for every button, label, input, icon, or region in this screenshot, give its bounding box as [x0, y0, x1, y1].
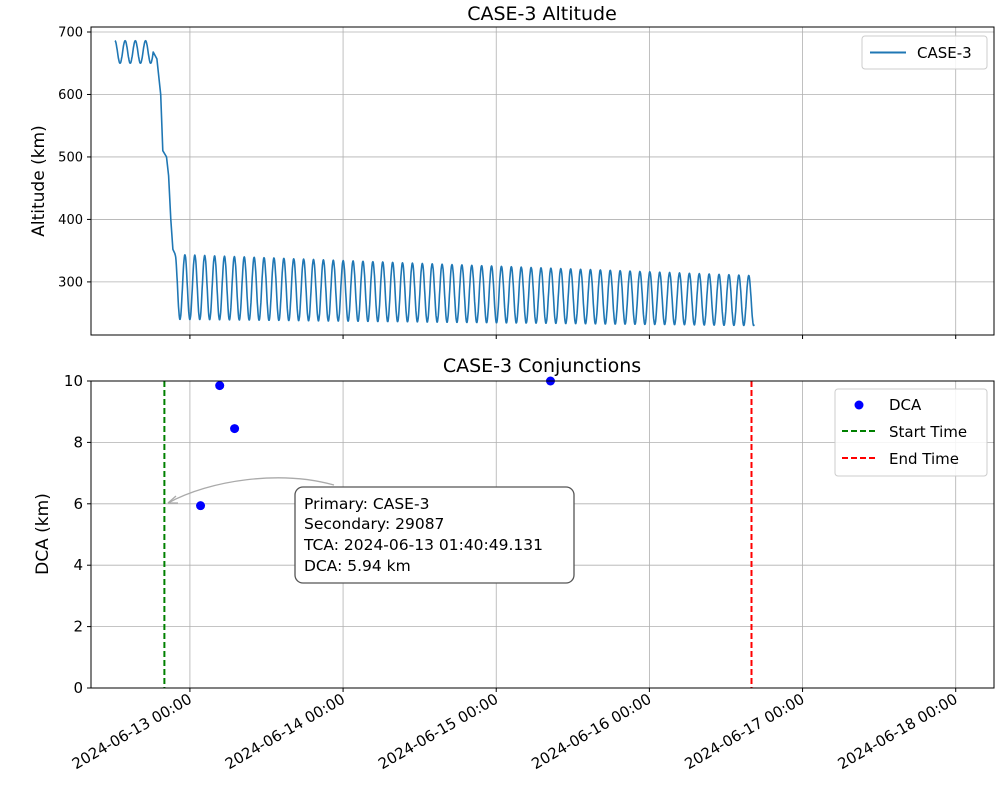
- legend-dca-label: DCA: [889, 396, 922, 414]
- altitude-legend: CASE-3: [861, 35, 988, 70]
- conjunctions-title: CASE-3 Conjunctions: [443, 355, 641, 377]
- conjunctions-x-ticks: [189, 688, 957, 692]
- conjunctions-panel: CASE-3 Conjunctions 0 2 4 6 8 10 DCA (km) Pri…: [33, 355, 995, 697]
- altitude-y-tick-label: 300: [58, 275, 83, 290]
- conjunction-annotation: Primary: CASE-3 Secondary: 29087 TCA: 20…: [167, 477, 575, 584]
- altitude-axes-frame: [90, 26, 995, 336]
- conjunctions-y-tick-label: 10: [64, 372, 83, 390]
- altitude-panel: CASE-3 Altitude 300 400 500 600 700 Altitude…: [29, 3, 995, 339]
- conjunctions-axes-frame: [90, 380, 995, 689]
- conjunctions-legend: DCA Start Time End Time: [834, 388, 988, 477]
- annotation-box: [294, 486, 575, 584]
- altitude-y-tick-label: 400: [58, 213, 83, 228]
- altitude-y-ticks: 300 400 500 600 700: [58, 25, 91, 290]
- conjunctions-y-tick-label: 2: [73, 618, 83, 636]
- conjunctions-y-label: DCA (km): [33, 493, 53, 575]
- annotation-arrow: [167, 477, 335, 504]
- altitude-x-ticks: [189, 335, 957, 339]
- dca-point: [230, 424, 240, 434]
- altitude-legend-label: CASE-3: [917, 44, 972, 62]
- conjunctions-legend-box: [834, 388, 988, 477]
- annotation-line-primary: Primary: CASE-3: [304, 495, 429, 513]
- annotation-line-tca: TCA: 2024-06-13 01:40:49.131: [303, 536, 543, 554]
- altitude-title: CASE-3 Altitude: [467, 3, 617, 25]
- conjunctions-y-tick-label: 4: [73, 556, 83, 574]
- legend-start-time-label: Start Time: [889, 423, 967, 441]
- dca-point: [215, 381, 225, 391]
- annotation-arrowhead: [167, 495, 178, 504]
- annotation-line-secondary: Secondary: 29087: [304, 515, 444, 533]
- altitude-series-line: [114, 39, 755, 327]
- conjunctions-y-tick-label: 0: [73, 679, 83, 697]
- legend-end-time-label: End Time: [889, 450, 959, 468]
- annotation-line-dca: DCA: 5.94 km: [304, 557, 411, 575]
- altitude-y-tick-label: 700: [58, 25, 83, 40]
- altitude-y-tick-label: 600: [58, 88, 83, 103]
- conjunctions-time-lines: [163, 381, 753, 688]
- conjunctions-y-tick-label: 6: [73, 495, 83, 513]
- conjunctions-y-tick-label: 8: [73, 433, 83, 451]
- conjunctions-y-ticks: 0 2 4 6 8 10: [64, 372, 91, 697]
- altitude-y-label: Altitude (km): [29, 125, 49, 237]
- altitude-y-tick-label: 500: [58, 150, 83, 165]
- legend-dca-marker: [854, 400, 864, 410]
- altitude-legend-box: [861, 35, 988, 70]
- dca-point: [196, 501, 206, 511]
